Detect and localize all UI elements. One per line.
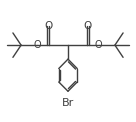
Text: O: O [95,40,102,50]
Text: Br: Br [62,98,74,108]
Text: O: O [83,21,91,31]
Text: O: O [34,40,41,50]
Text: O: O [45,21,53,31]
